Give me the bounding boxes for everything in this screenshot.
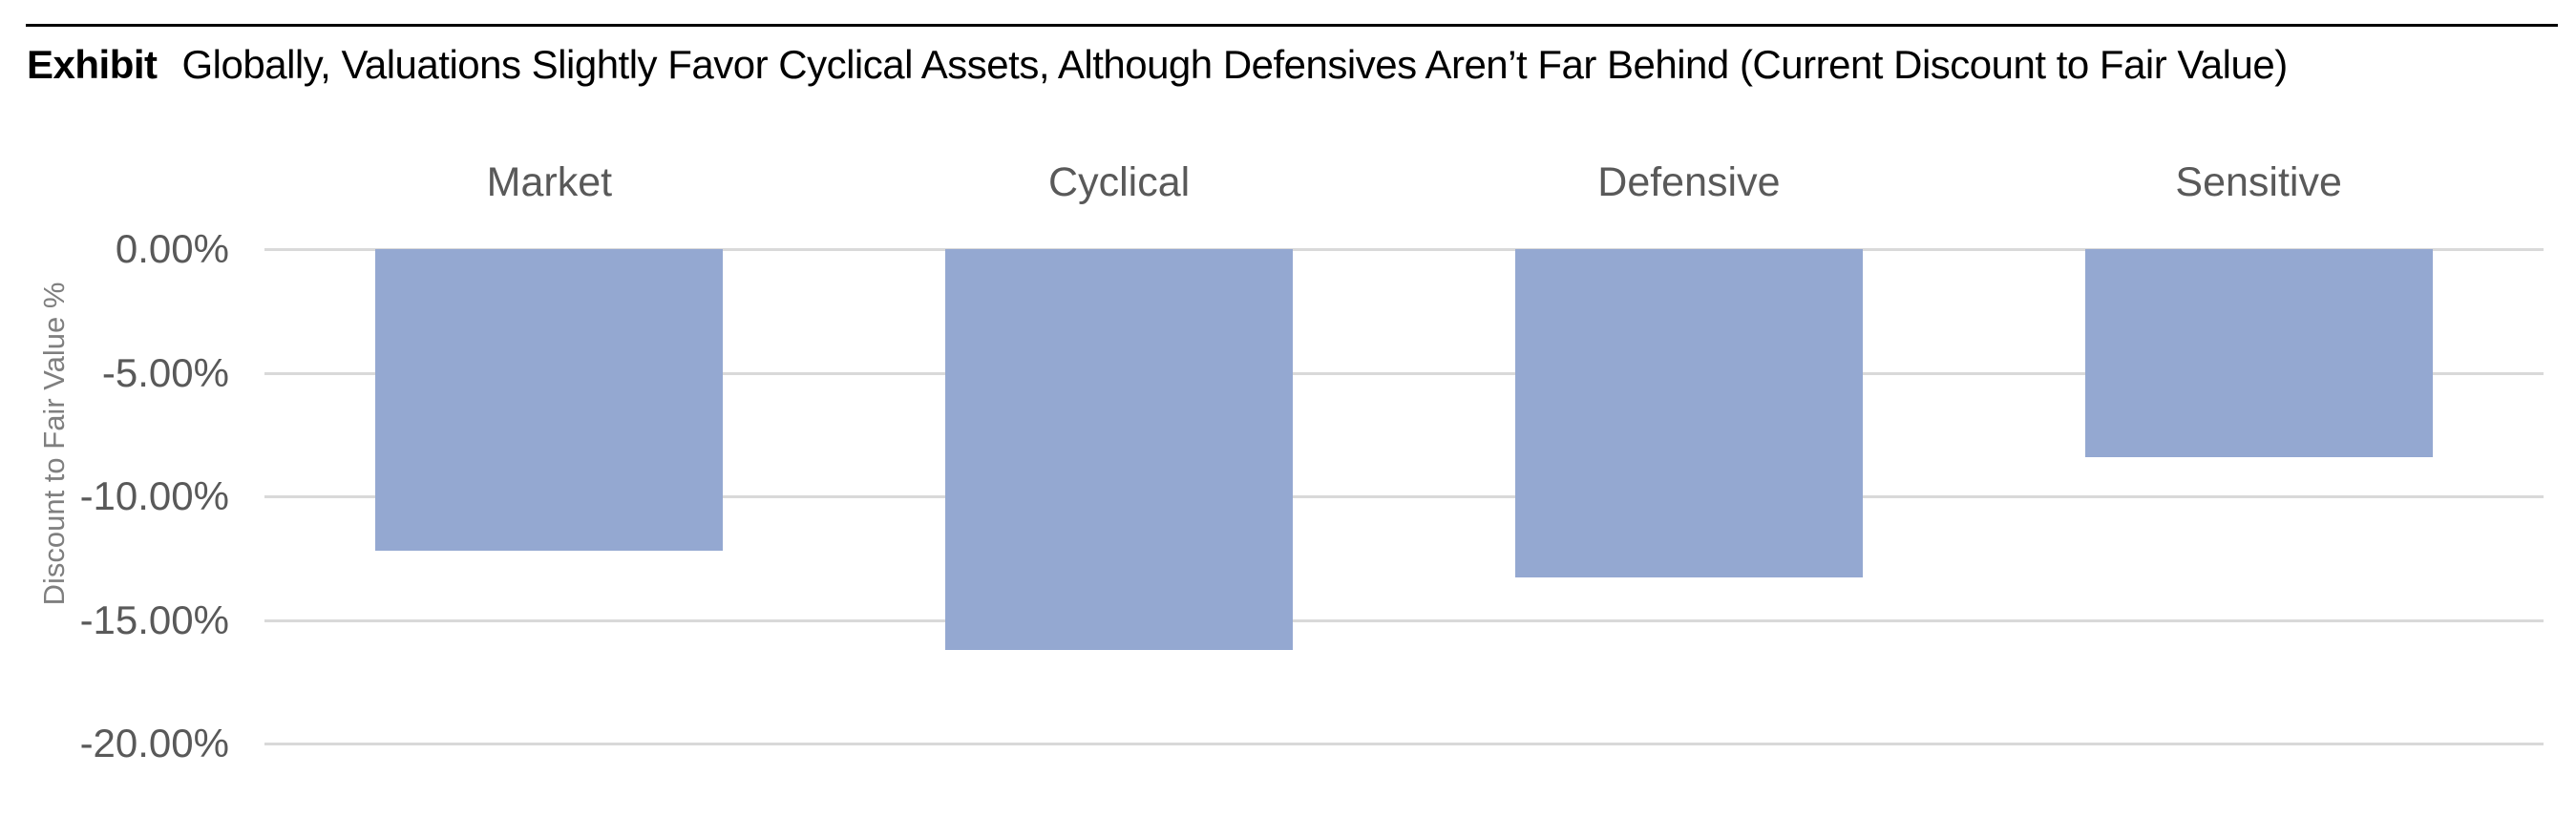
y-tick-label: -5.00% [101, 349, 229, 395]
bar-sensitive [2084, 249, 2433, 457]
gridline--10.00% [264, 495, 2544, 498]
y-tick-label: -15.00% [79, 597, 229, 642]
y-axis-title: Discount to Fair Value % [37, 282, 71, 606]
category-label-market: Market [486, 159, 613, 205]
gridline--20.00% [264, 743, 2544, 745]
exhibit-title-text: Globally, Valuations Slightly Favor Cycl… [181, 42, 2289, 87]
category-label-sensitive: Sensitive [2175, 159, 2342, 205]
category-label-cyclical: Cyclical [1048, 159, 1191, 205]
bar-market [375, 249, 724, 551]
y-tick-label: -10.00% [79, 473, 229, 518]
category-label-defensive: Defensive [1597, 159, 1781, 205]
y-tick-label: 0.00% [115, 226, 229, 271]
exhibit-title: Exhibit Globally, Valuations Slightly Fav… [27, 42, 2509, 88]
bar-defensive [1514, 249, 1863, 578]
header-divider-rule [26, 24, 2558, 27]
gridline--5.00% [264, 371, 2544, 375]
exhibit-title-prefix: Exhibit [27, 42, 158, 87]
bar-cyclical [945, 249, 1294, 650]
gridline-0.00% [264, 248, 2544, 251]
gridline--15.00% [264, 618, 2544, 622]
y-tick-label: -20.00% [79, 721, 229, 765]
